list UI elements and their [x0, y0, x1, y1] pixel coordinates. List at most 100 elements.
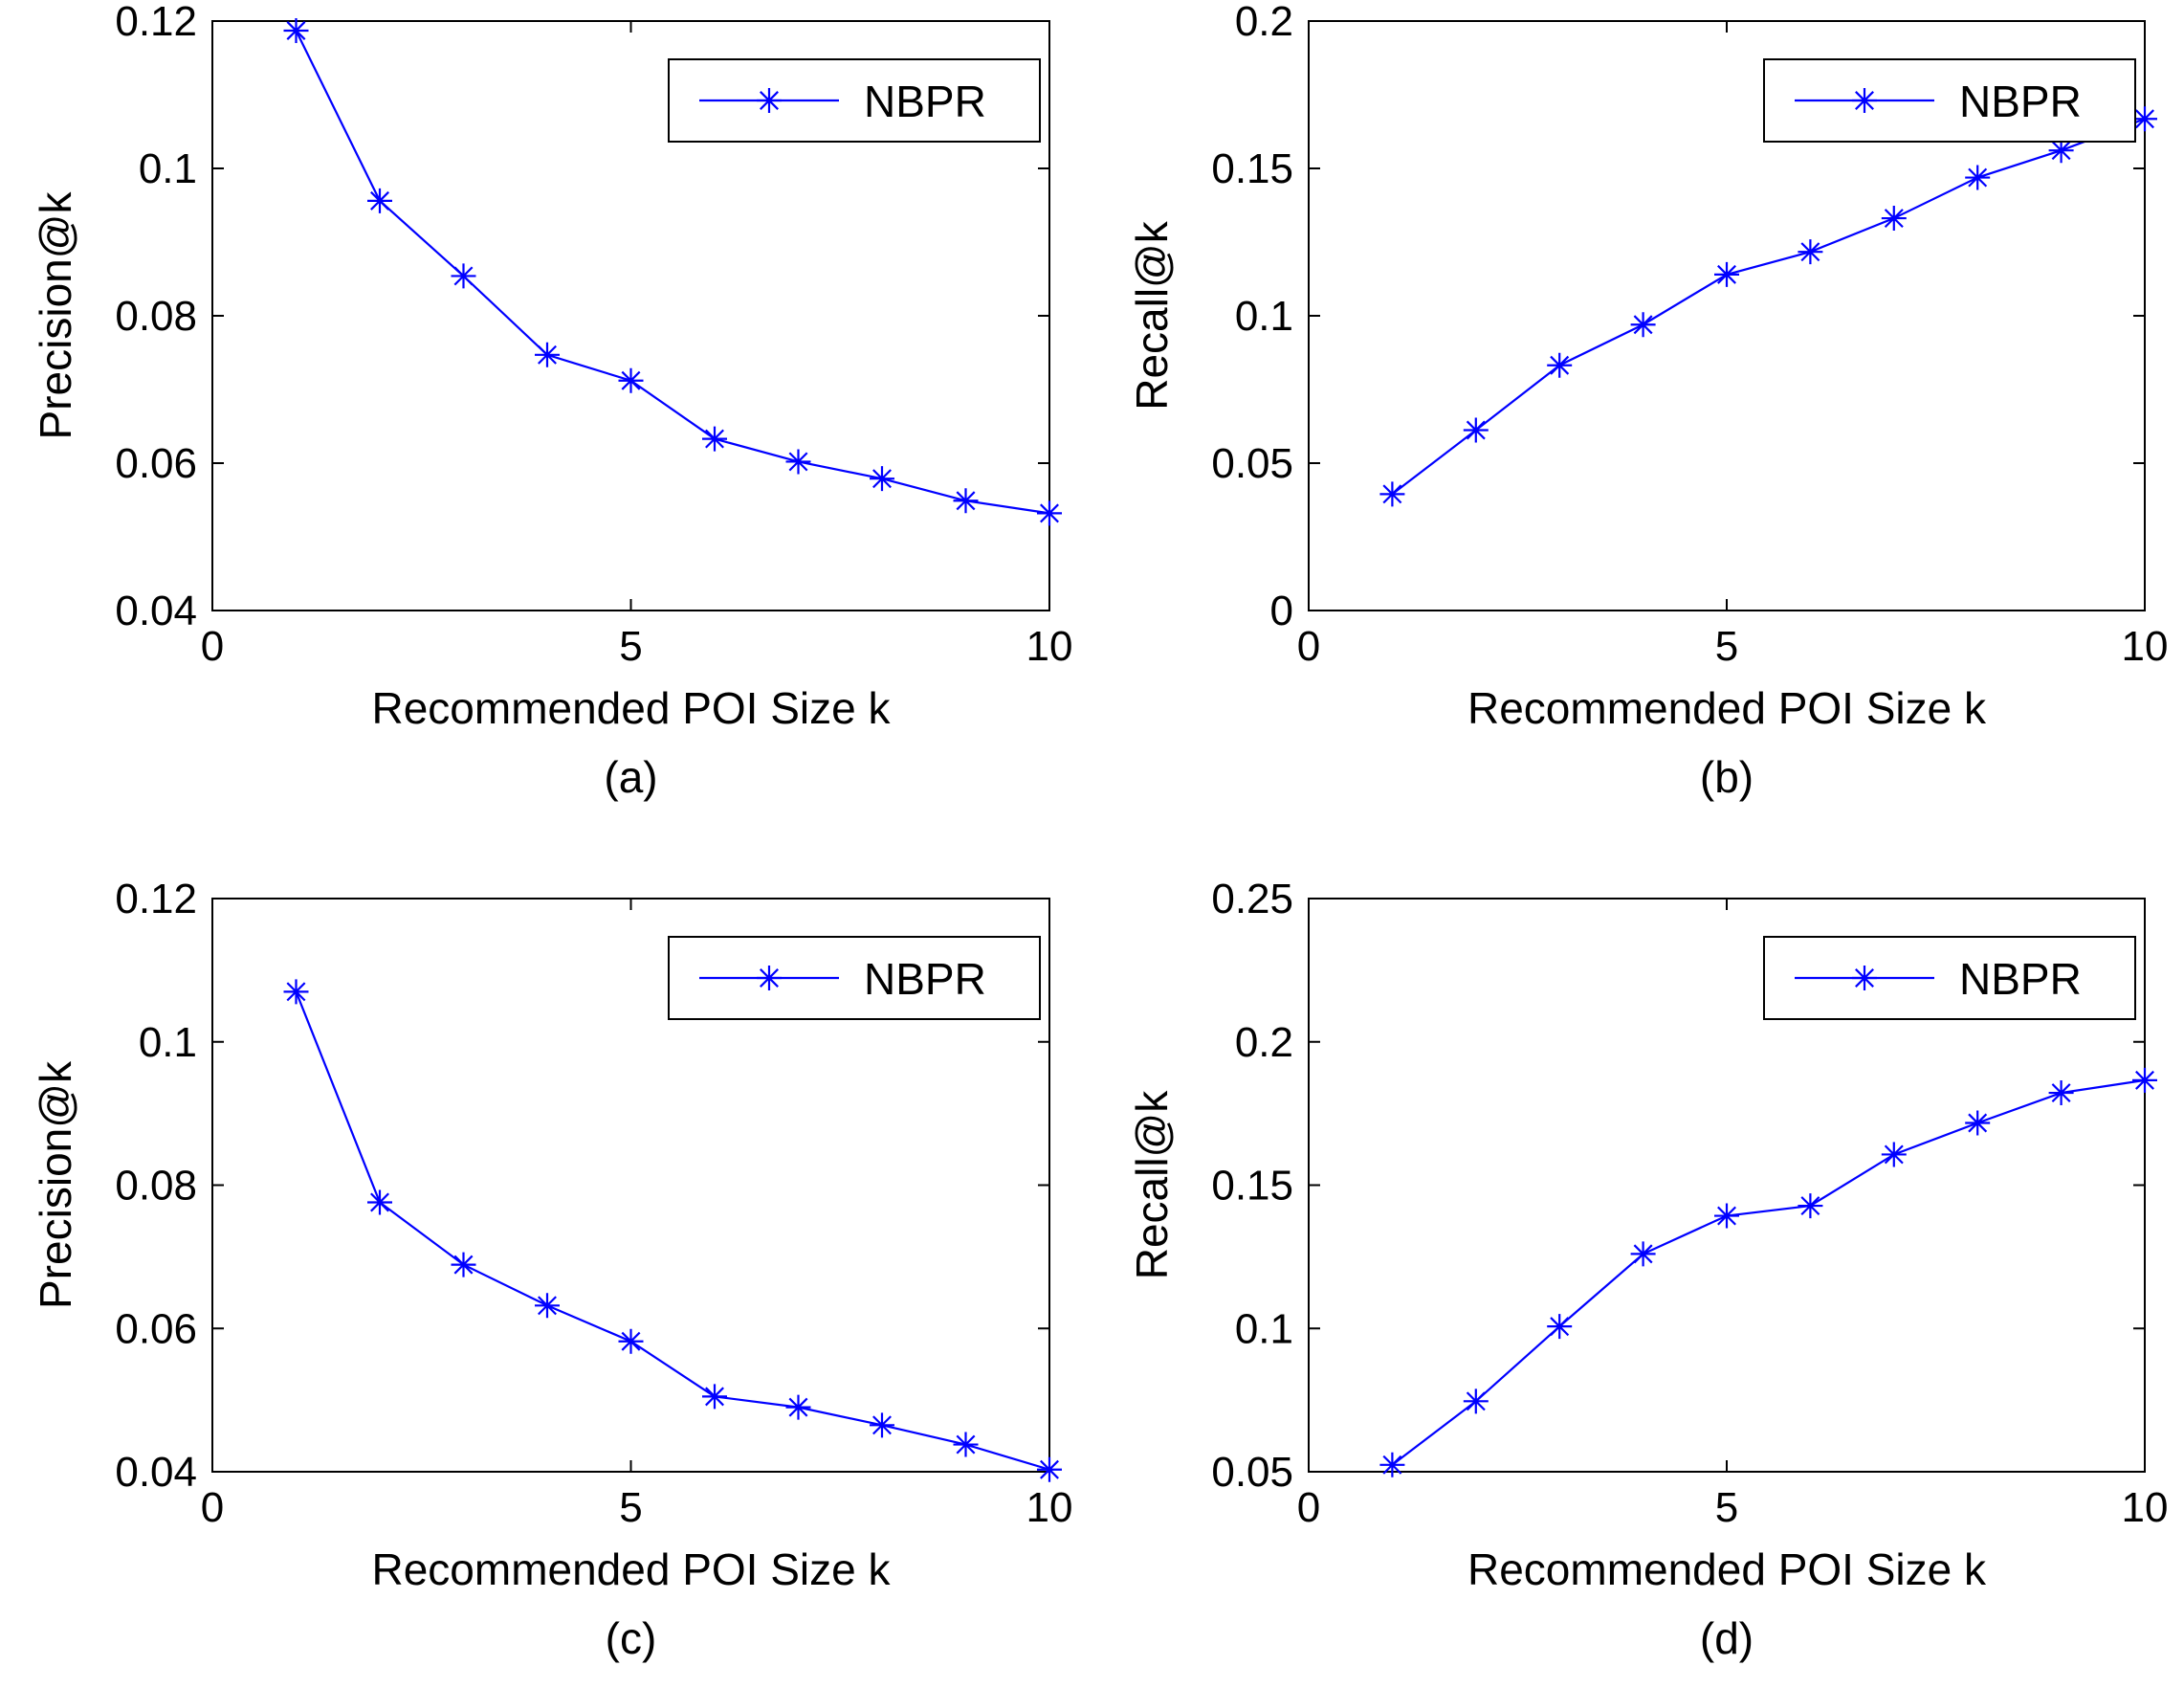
data-point-marker: [367, 1189, 392, 1215]
data-point-marker: [451, 263, 476, 289]
data-point-marker: [2132, 1067, 2157, 1093]
data-point-marker: [702, 1384, 727, 1410]
x-tick-label: 10: [1026, 623, 1073, 670]
data-point-marker: [283, 18, 309, 44]
legend-entry-label: NBPR: [864, 77, 986, 126]
y-tick-label: 0.04: [115, 1449, 197, 1496]
panel-label: (c): [606, 1613, 657, 1663]
legend-entry-label: NBPR: [1959, 77, 2082, 126]
data-point-marker: [1547, 352, 1573, 378]
data-point-marker: [870, 466, 894, 492]
data-point-marker: [953, 1432, 979, 1457]
x-tick-label: 5: [619, 1484, 642, 1531]
panel-label: (a): [604, 752, 657, 802]
data-point-marker: [1463, 417, 1489, 443]
y-axis-label: Precision@k: [31, 1060, 80, 1309]
series-line-nbpr: [1391, 1078, 2146, 1466]
series-line-nbpr: [295, 30, 1050, 515]
data-point-marker: [1463, 1388, 1489, 1414]
data-point-marker: [535, 342, 560, 367]
data-point-marker: [618, 1328, 644, 1354]
panel-label: (d): [1700, 1613, 1754, 1663]
x-tick-label: 10: [2122, 1484, 2169, 1531]
data-point-marker: [1630, 312, 1656, 338]
data-point-marker: [785, 449, 811, 475]
data-point-marker: [1965, 165, 1991, 190]
y-tick-label: 0.05: [1211, 1449, 1293, 1496]
x-tick-label: 5: [1715, 623, 1738, 670]
data-point-marker: [1965, 1110, 1991, 1136]
y-tick-label: 0.05: [1211, 440, 1293, 487]
y-tick-label: 0.1: [139, 145, 197, 192]
y-tick-label: 0.15: [1211, 145, 1293, 192]
x-tick-label: 5: [1715, 1484, 1738, 1531]
legend-entry-label: NBPR: [864, 954, 986, 1004]
y-tick-label: 0.2: [1235, 1019, 1293, 1066]
chart-panel-b: 0 5 10 0 0.05 0.1 0.15 0.2 Recommended POI Size …: [1127, 0, 2168, 802]
legend: NBPR: [1763, 936, 2136, 1020]
y-tick-label: 0.1: [1235, 1305, 1293, 1352]
y-tick-label: 0: [1270, 588, 1293, 634]
data-point-marker: [1798, 239, 1823, 265]
data-point-marker: [870, 1412, 894, 1438]
data-point-marker: [2132, 106, 2157, 132]
chart-panel-a: 0 5 10 0.04 0.06 0.08 0.1 0.12 Recommended POI S…: [31, 0, 1072, 802]
chart-panel-d: 0 5 10 0.05 0.1 0.15 0.2 0.25 Recommended POI Si…: [1127, 876, 2168, 1663]
data-point-marker: [1714, 1203, 1739, 1229]
x-tick-label: 5: [619, 623, 642, 670]
y-axis-label: Recall@k: [1127, 1090, 1177, 1280]
y-tick-label: 0.1: [139, 1019, 197, 1066]
data-point-marker: [785, 1394, 811, 1420]
data-point-marker: [1037, 1456, 1062, 1482]
data-point-marker: [702, 426, 727, 452]
chart-panel-c: 0 5 10 0.04 0.06 0.08 0.1 0.12 Recommended POI S…: [31, 876, 1072, 1663]
data-point-marker: [2048, 1080, 2074, 1106]
legend: NBPR: [1763, 58, 2136, 143]
x-axis-label: Recommended POI Size k: [1467, 1544, 1987, 1594]
y-axis-label: Recall@k: [1127, 220, 1177, 411]
data-point-marker: [2048, 138, 2074, 164]
legend-marker: [757, 966, 782, 990]
y-tick-label: 0.04: [115, 588, 197, 634]
data-point-marker: [618, 367, 644, 393]
y-axis-label: Precision@k: [31, 191, 80, 440]
data-point-marker: [1379, 1452, 1405, 1477]
y-tick-label: 0.08: [115, 293, 197, 340]
data-point-marker: [451, 1252, 476, 1277]
x-tick-label: 10: [2122, 623, 2169, 670]
series-line-nbpr: [295, 990, 1050, 1471]
x-tick-label: 0: [201, 1484, 224, 1531]
legend: NBPR: [668, 936, 1041, 1020]
x-tick-label: 10: [1026, 1484, 1073, 1531]
legend-marker: [1852, 966, 1877, 990]
data-point-marker: [367, 188, 392, 213]
legend-marker: [1852, 88, 1877, 113]
legend-marker: [757, 88, 782, 113]
series-line-nbpr: [1391, 118, 2146, 496]
y-tick-label: 0.25: [1211, 876, 1293, 922]
y-tick-label: 0.06: [115, 440, 197, 487]
y-tick-label: 0.12: [115, 876, 197, 922]
x-tick-label: 0: [1297, 1484, 1320, 1531]
y-tick-label: 0.06: [115, 1305, 197, 1352]
data-point-marker: [1798, 1193, 1823, 1219]
panel-label: (b): [1700, 752, 1754, 802]
x-tick-label: 0: [1297, 623, 1320, 670]
y-tick-label: 0.1: [1235, 293, 1293, 340]
y-tick-label: 0.12: [115, 0, 197, 45]
y-tick-label: 0.08: [115, 1163, 197, 1210]
data-point-marker: [535, 1293, 560, 1319]
data-point-marker: [953, 488, 979, 514]
legend-entry-label: NBPR: [1959, 954, 2082, 1004]
x-axis-label: Recommended POI Size k: [371, 1544, 891, 1594]
data-point-marker: [1881, 206, 1907, 232]
data-point-marker: [1630, 1241, 1656, 1267]
data-point-marker: [1547, 1314, 1573, 1340]
x-axis-label: Recommended POI Size k: [1467, 683, 1987, 733]
x-axis-label: Recommended POI Size k: [371, 683, 891, 733]
y-tick-label: 0.15: [1211, 1163, 1293, 1210]
data-point-marker: [1037, 500, 1062, 526]
x-tick-label: 0: [201, 623, 224, 670]
